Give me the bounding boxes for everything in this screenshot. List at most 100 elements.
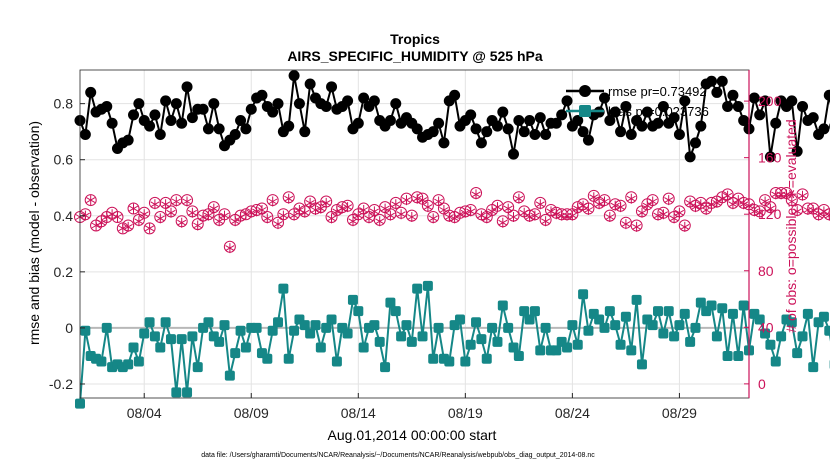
bias-point: [647, 320, 658, 331]
rmse-point: [342, 95, 354, 107]
bias-point: [331, 356, 342, 367]
obs-evaluated-point: [423, 202, 433, 213]
rmse-point: [598, 92, 610, 104]
obs-evaluated-point: [321, 197, 331, 208]
bias-point: [679, 308, 690, 319]
obs-evaluated-point: [252, 206, 262, 217]
bias-point: [310, 320, 321, 331]
bias-point: [717, 303, 728, 314]
obs-evaluated-point: [492, 202, 503, 213]
y-tick-label-left: 0: [65, 320, 73, 336]
rmse-point: [235, 114, 247, 126]
bias-point: [567, 320, 578, 331]
bias-point: [808, 362, 819, 373]
bias-point: [508, 342, 519, 353]
rmse-point: [449, 89, 461, 101]
rmse-point: [668, 112, 680, 124]
rmse-point: [636, 120, 648, 132]
bias-point: [224, 370, 235, 381]
bias-point: [417, 331, 428, 342]
bias-point: [818, 311, 829, 322]
obs-evaluated-point: [664, 195, 674, 206]
bias-point: [604, 306, 615, 317]
obs-evaluated-point: [337, 203, 347, 214]
bias-point: [240, 342, 251, 353]
obs-evaluated-point: [273, 219, 283, 230]
y-tick-label-left: 0.4: [54, 208, 74, 224]
rmse-point: [465, 109, 477, 121]
rmse-point: [154, 128, 166, 140]
bias-point: [465, 339, 476, 350]
rmse-point: [128, 109, 140, 121]
bias-point: [278, 283, 289, 294]
bias-point: [690, 322, 701, 333]
bias-point: [540, 322, 551, 333]
obs-evaluated-point: [112, 212, 123, 222]
bias-point: [615, 339, 626, 350]
rmse-point: [368, 95, 380, 107]
bias-point: [144, 317, 155, 328]
rmse-point: [256, 89, 268, 101]
rmse-point: [438, 137, 450, 149]
bias-point: [797, 331, 808, 342]
rmse-point: [572, 114, 584, 126]
rmse-point: [807, 112, 819, 124]
obs-evaluated-point: [610, 200, 620, 211]
rmse-point: [582, 134, 594, 146]
rmse-point: [497, 106, 509, 118]
obs-evaluated-point: [343, 202, 353, 213]
bias-point: [631, 294, 642, 305]
bias-point: [492, 336, 503, 347]
chart-subtitle: AIRS_SPECIFIC_HUMIDITY @ 525 hPa: [287, 48, 543, 64]
obs-evaluated-point: [128, 203, 139, 214]
rmse-point: [283, 120, 295, 132]
rmse-point: [272, 98, 284, 110]
rmse-point: [561, 95, 573, 107]
obs-evaluated-point: [541, 216, 551, 227]
y-tick-label-right: 40: [758, 319, 774, 335]
bias-point: [321, 322, 332, 333]
obs-evaluated-point: [80, 210, 90, 221]
obs-evaluated-point: [182, 196, 192, 207]
bias-point: [503, 322, 514, 333]
rmse-point: [652, 117, 664, 129]
rmse-point: [797, 100, 809, 112]
obs-evaluated-point: [219, 210, 230, 221]
obs-evaluated-point: [583, 205, 594, 215]
bias-point: [155, 342, 166, 353]
rmse-point: [160, 95, 172, 107]
bias-point: [203, 317, 214, 328]
obs-evaluated-point: [813, 210, 824, 221]
obs-evaluated-point: [316, 203, 326, 214]
bias-point: [75, 398, 85, 409]
bias-point: [551, 345, 562, 356]
obs-evaluated-point: [455, 209, 465, 220]
obs-evaluated-point: [214, 216, 224, 227]
legend-rmse-label: rmse pr=0.73492: [608, 84, 707, 99]
obs-evaluated-point: [161, 199, 171, 210]
rmse-point: [481, 126, 493, 138]
obs-evaluated-point: [658, 209, 668, 220]
bias-point: [251, 322, 262, 333]
x-tick-label: 08/14: [341, 405, 376, 421]
obs-evaluated-point: [605, 212, 615, 222]
obs-evaluated-point: [203, 210, 214, 221]
obs-evaluated-point: [728, 199, 738, 210]
bias-series: [75, 280, 830, 409]
rmse-point: [550, 117, 562, 129]
bias-point: [599, 322, 610, 333]
bias-point: [497, 300, 508, 311]
y-tick-label-right: 0: [758, 376, 766, 392]
bias-point: [433, 322, 444, 333]
rmse-point: [695, 120, 707, 132]
rmse-point: [641, 106, 653, 118]
bias-point: [267, 325, 278, 336]
obs-evaluated-point: [674, 207, 685, 218]
bias-point: [578, 289, 589, 300]
bias-point: [396, 331, 407, 342]
rmse-point: [267, 106, 279, 118]
obs-evaluated-point: [642, 200, 652, 211]
obs-evaluated-point: [412, 193, 422, 204]
bias-point: [594, 314, 605, 325]
bias-point: [620, 311, 631, 322]
